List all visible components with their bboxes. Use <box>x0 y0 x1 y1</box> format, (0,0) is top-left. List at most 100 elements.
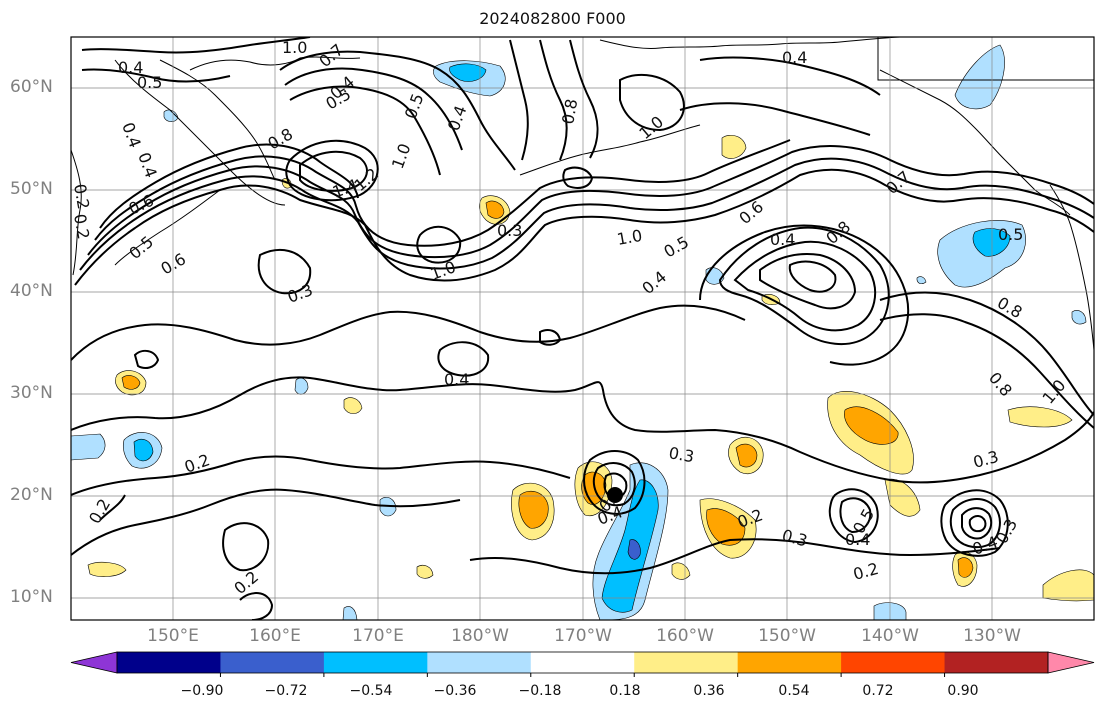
lon-label-170w: 170°W <box>554 626 612 646</box>
coastline-alaska-gulf <box>879 69 1071 216</box>
lon-label-160w: 160°W <box>656 626 714 646</box>
contour-label: 0.4 <box>770 230 795 249</box>
contour-label: 0.4 <box>444 370 469 389</box>
positive-region <box>416 564 434 579</box>
contour-line <box>603 472 628 500</box>
contour-label: 1.0 <box>615 226 643 249</box>
contour-line <box>71 304 746 361</box>
contour-line <box>733 240 877 332</box>
contour-line <box>961 507 993 540</box>
lat-label-30n: 30°N <box>10 383 53 403</box>
contour-line <box>949 498 1001 549</box>
lon-label-150w: 150°W <box>758 626 816 646</box>
negative-region <box>916 276 927 285</box>
map-frame <box>70 36 1095 621</box>
positive-region <box>343 397 363 414</box>
contour-line <box>71 376 1094 484</box>
contour-label: 0.4 <box>845 530 870 549</box>
contour-line <box>679 102 871 136</box>
contour-line <box>539 329 562 346</box>
contour-line <box>133 349 160 369</box>
contour-line <box>99 143 359 229</box>
lat-label-10n: 10°N <box>10 587 53 607</box>
contour-line <box>699 56 881 96</box>
contour-line <box>569 39 599 159</box>
positive-region <box>706 508 746 546</box>
contour-line <box>583 450 646 515</box>
contour-line <box>289 85 441 176</box>
contour-line <box>279 50 516 171</box>
colorbar-segment <box>323 652 428 673</box>
positive-region <box>485 200 505 219</box>
contour-label: 0.5 <box>137 73 162 92</box>
contour-line <box>87 145 1094 259</box>
contour-line <box>74 168 1094 286</box>
contour-label: 0.3 <box>667 443 695 466</box>
negative-region <box>342 606 358 620</box>
contour-label: 0.4 <box>118 58 143 77</box>
colorbar-segment <box>737 652 842 673</box>
contour-line <box>469 538 1001 575</box>
contour-line <box>828 488 879 544</box>
lat-label-50n: 50°N <box>10 179 53 199</box>
colorbar-tick-label: 0.54 <box>778 683 810 699</box>
contour-line <box>879 313 1094 429</box>
positive-region <box>721 135 747 159</box>
map-title: 2024082800 F000 <box>479 9 626 28</box>
lon-label-130w: 130°W <box>963 626 1021 646</box>
negative-region <box>972 228 1011 257</box>
contour-line <box>562 166 594 189</box>
contour-line <box>285 139 379 202</box>
negative-region <box>1071 310 1087 325</box>
contour-label: 0.2 <box>70 182 93 210</box>
colorbar-tick-label: −0.54 <box>349 683 393 699</box>
contour-line <box>968 515 987 533</box>
contour-line <box>222 522 270 572</box>
contour-line <box>99 494 126 521</box>
coastline-kurils <box>114 189 221 266</box>
colorbar-segment <box>427 652 532 673</box>
contour-line <box>718 226 890 346</box>
positive-region <box>121 375 141 390</box>
contour-line <box>71 488 461 556</box>
colorbar-tick-label: 0.72 <box>862 683 894 699</box>
contour-line <box>592 462 636 507</box>
lon-label-180w: 180°W <box>451 626 509 646</box>
negative-region <box>71 433 106 461</box>
negative-region <box>133 439 154 462</box>
coastline-canada <box>877 37 1094 81</box>
coastline-aleutians <box>519 124 701 176</box>
colorbar-tick-label: 0.36 <box>693 683 725 699</box>
negative-region <box>627 539 641 560</box>
colorbar-segment <box>841 652 946 673</box>
contour-line <box>299 150 368 192</box>
lon-label-150e: 150°E <box>147 626 199 646</box>
contour-line <box>539 39 568 161</box>
positive-region <box>735 443 758 468</box>
colorbar-tick-label: −0.72 <box>264 683 308 699</box>
contours <box>71 37 1094 620</box>
contour-label: 0.5 <box>998 225 1023 244</box>
contour-label: 0.3 <box>497 221 522 240</box>
contour-line <box>257 248 312 295</box>
contour-line <box>788 260 837 293</box>
colorbar-tick-label: −0.90 <box>180 683 224 699</box>
lat-label-20n: 20°N <box>10 485 53 505</box>
colorbar-tick-label: −0.18 <box>518 683 562 699</box>
positive-region <box>518 490 549 529</box>
colorbar <box>70 651 1095 677</box>
contour-label: 1.0 <box>282 38 307 57</box>
positive-region <box>87 561 127 577</box>
contour-line <box>71 455 571 496</box>
colorbar-tick-label: 0.18 <box>609 683 641 699</box>
colorbar-border <box>116 651 1049 674</box>
coastline-bc <box>1049 184 1094 351</box>
lat-label-40n: 40°N <box>10 281 53 301</box>
contour-line <box>879 291 1094 416</box>
contour-line <box>940 489 1009 557</box>
tropical-cyclone-marker <box>607 487 623 503</box>
coastline-kamchatka <box>159 59 276 181</box>
contour-line <box>619 73 685 132</box>
contour-line <box>284 67 463 151</box>
